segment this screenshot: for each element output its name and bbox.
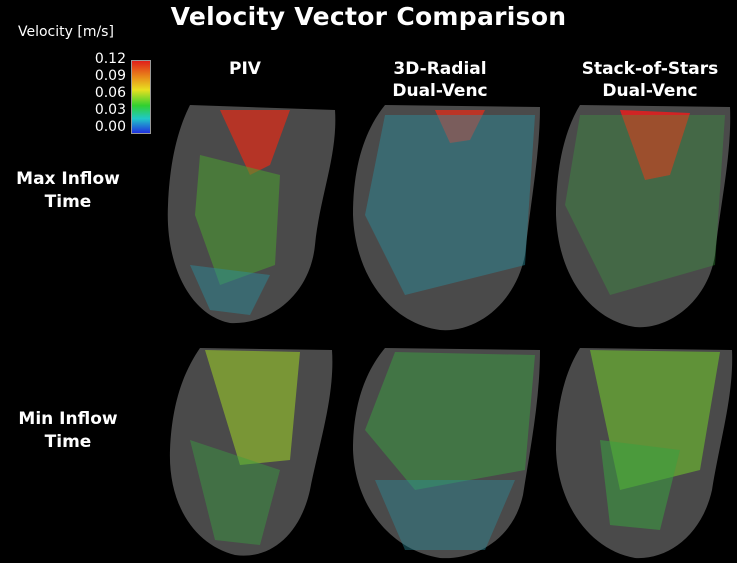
velocity-field-image [353,105,540,331]
legend-tick: 0.03 [94,102,126,118]
panel-3d-radial-min [345,340,545,560]
velocity-field-image [556,348,733,559]
legend-title: Velocity [m/s] [18,24,114,40]
panel-piv-max [160,95,340,325]
velocity-field-image [353,348,540,559]
row-header-max-inflow: Max Inflow Time [16,169,120,212]
column-header-3d-radial: 3D-Radial Dual-Venc [392,59,488,101]
column-header-piv: PIV [229,59,261,79]
panel-piv-min [160,340,340,560]
row-header-min-inflow: Min Inflow Time [18,409,118,452]
velocity-field-image [556,105,731,328]
panel-stack-of-stars-min [550,340,735,560]
legend-tick: 0.00 [94,119,126,135]
velocity-field-image [167,105,336,324]
legend-ticks: 0.12 0.09 0.06 0.03 0.00 [86,51,126,136]
colorbar [131,60,151,134]
panel-3d-radial-max [345,95,545,335]
panel-stack-of-stars-max [550,95,735,335]
figure-title: Velocity Vector Comparison [170,2,567,31]
column-header-stack-of-stars: Stack-of-Stars Dual-Venc [581,59,719,101]
legend-tick: 0.09 [94,68,126,84]
velocity-field-image [169,348,333,556]
legend-tick: 0.06 [94,85,126,101]
legend-tick: 0.12 [94,51,126,67]
